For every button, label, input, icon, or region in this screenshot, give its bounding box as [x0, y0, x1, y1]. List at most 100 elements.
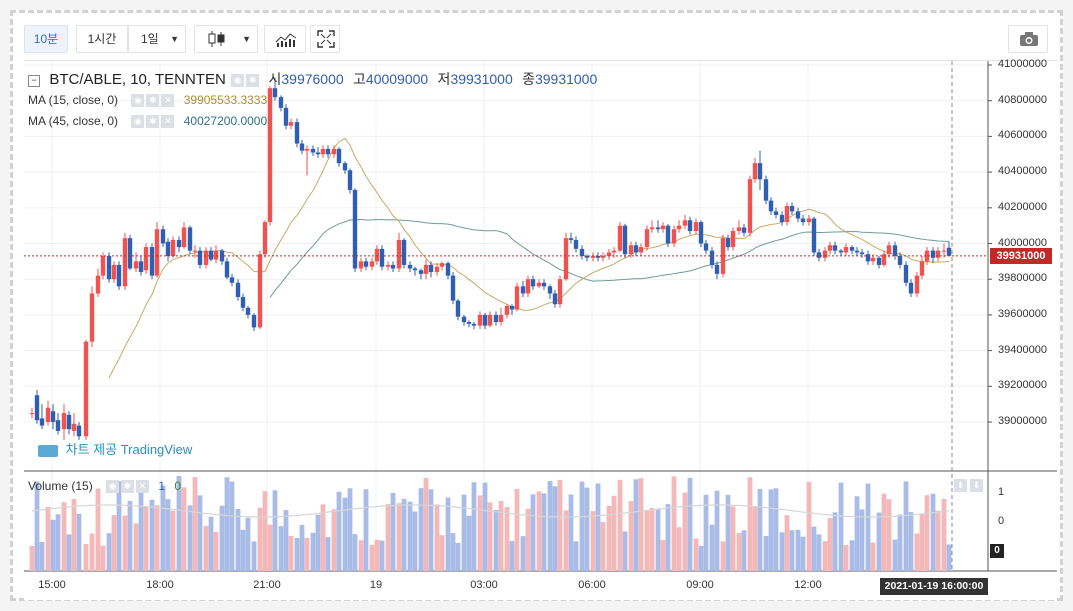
candle-body [838, 250, 844, 253]
candle-body [892, 245, 898, 256]
price-tick-label: 40400000 [998, 165, 1047, 178]
volume-bar [407, 501, 413, 571]
settings-icon[interactable]: ✱ [246, 74, 260, 88]
candle-body [224, 261, 230, 278]
volume-bar [660, 540, 666, 571]
volume-bar [665, 504, 671, 571]
volume-bar [434, 504, 440, 571]
candle-body [536, 282, 542, 287]
volume-bar [208, 516, 214, 571]
candle-body [29, 413, 35, 415]
chart-type-button[interactable]: ▼ [194, 25, 258, 53]
candle-body [390, 264, 396, 269]
indicators-button[interactable] [264, 25, 306, 53]
candle-body [466, 322, 472, 324]
visibility-icon[interactable]: ◉ [131, 115, 145, 129]
volume-bar [116, 481, 122, 571]
candle-body [682, 220, 688, 226]
candle-body [806, 218, 812, 223]
volume-bar [450, 533, 456, 571]
volume-bar [336, 491, 342, 571]
candle-body [455, 300, 461, 317]
interval-10m-button[interactable]: 10분 [24, 25, 68, 53]
candle-body [347, 170, 353, 190]
chart-canvas[interactable] [24, 61, 1057, 600]
close-value: 39931000 [534, 71, 598, 87]
volume-bar [374, 539, 380, 571]
volume-bar [369, 544, 375, 571]
candle-body [39, 418, 45, 426]
candle-body [165, 241, 171, 256]
interval-1d-button[interactable]: 1일 ▼ [128, 25, 186, 53]
candle-body [133, 261, 139, 269]
volume-bar [514, 488, 520, 571]
volume-bar [34, 481, 40, 571]
candle-body [573, 239, 579, 249]
time-tick-label: 21:00 [253, 579, 281, 591]
close-icon[interactable]: ✕ [161, 115, 175, 129]
volume-bar [854, 496, 860, 571]
close-icon[interactable]: ✕ [161, 94, 175, 108]
candle-body [412, 268, 418, 271]
candle-body [257, 254, 263, 328]
chart-area[interactable]: − BTC/ABLE, 10, TENNTEN ◉ ✱ 시39976000 고40… [24, 58, 1057, 600]
time-tick-label: 09:00 [686, 579, 714, 591]
candle-body [935, 250, 941, 258]
visibility-icon[interactable]: ◉ [231, 74, 245, 88]
volume-bar [133, 523, 139, 571]
pane-down-icon[interactable]: ⬇ [970, 479, 983, 492]
volume-bar [251, 541, 257, 571]
snapshot-button[interactable] [1008, 25, 1048, 53]
settings-icon[interactable]: ✱ [146, 115, 160, 129]
candle-body [342, 163, 348, 171]
volume-bar [203, 526, 209, 571]
volume-bar [331, 509, 337, 571]
pane-up-icon[interactable]: ⬆ [954, 479, 967, 492]
volume-bar [95, 488, 101, 571]
volume-bar [283, 510, 289, 571]
volume-bar [288, 536, 294, 571]
visibility-icon[interactable]: ◉ [106, 480, 120, 494]
candle-body [584, 255, 590, 258]
candle-body [83, 341, 89, 437]
volume-tick-label: 0 [998, 515, 1005, 527]
open-value: 39976000 [281, 71, 344, 87]
volume-bar [633, 479, 639, 571]
candle-body [886, 245, 892, 255]
volume-bar [423, 478, 429, 571]
open-label: 시 [268, 71, 282, 87]
close-icon[interactable]: ✕ [136, 480, 150, 494]
volume-bar [590, 511, 596, 571]
candle-body [138, 261, 144, 273]
ma15-line [108, 137, 950, 379]
volume-bar [747, 477, 753, 571]
volume-bar [143, 507, 149, 571]
volume-bar [315, 514, 321, 571]
candle-body [541, 282, 547, 287]
volume-bar [154, 505, 160, 571]
candle-body [154, 229, 160, 276]
settings-icon[interactable]: ✱ [146, 94, 160, 108]
volume-bar [693, 538, 699, 571]
fullscreen-button[interactable] [310, 25, 340, 53]
volume-bar [165, 499, 171, 571]
collapse-icon[interactable]: − [28, 74, 40, 87]
fullscreen-icon [317, 30, 335, 48]
candle-body [843, 247, 849, 253]
volume-bar [466, 515, 472, 571]
volume-bar [930, 493, 936, 571]
volume-bar [568, 494, 574, 571]
volume-bar [720, 541, 726, 571]
candle-body [106, 255, 112, 280]
candle-body [336, 148, 342, 164]
visibility-icon[interactable]: ◉ [131, 94, 145, 108]
candle-body [811, 218, 817, 253]
settings-icon[interactable]: ✱ [121, 480, 135, 494]
chevron-down-icon: ▼ [170, 34, 179, 44]
time-tick-label: 06:00 [578, 579, 606, 591]
tradingview-watermark[interactable]: 차트 제공 TradingView [38, 439, 192, 458]
volume-bar [865, 483, 871, 571]
interval-1h-button[interactable]: 1시간 [76, 25, 128, 53]
close-label: 종 [522, 71, 535, 87]
low-label: 저 [437, 71, 451, 87]
